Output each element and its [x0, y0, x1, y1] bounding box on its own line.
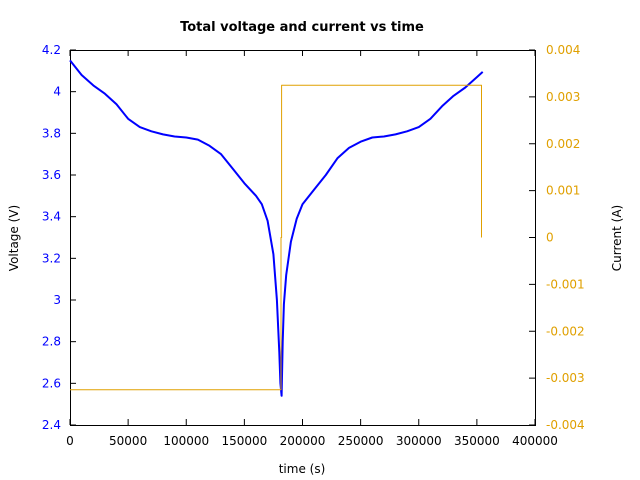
x-tick-label: 150000: [221, 434, 267, 448]
voltage-series-line: [69, 59, 484, 397]
x-tick-label: 0: [66, 434, 74, 448]
y-left-tick-label: 2.6: [42, 376, 61, 390]
x-tick-label: 300000: [396, 434, 442, 448]
x-tick-label: 350000: [454, 434, 500, 448]
y-right-tick-label: 0.003: [546, 90, 580, 104]
x-tick-label: 250000: [338, 434, 384, 448]
y-right-tick-label: -0.002: [546, 324, 585, 338]
y-right-tick-label: 0.001: [546, 184, 580, 198]
y-right-tick-label: -0.004: [546, 418, 585, 432]
y-left-tick-label: 4: [53, 85, 61, 99]
y-right-axis-label: Current (A): [610, 205, 624, 271]
y-right-tick-label: 0.002: [546, 137, 580, 151]
y-right-tick-label: -0.001: [546, 277, 585, 291]
x-tick-label: 200000: [280, 434, 326, 448]
x-axis-label: time (s): [279, 462, 326, 476]
y-right-axis-ticks: -0.004 -0.003 -0.002 -0.001 0 0.001 0.002 0.003…: [529, 43, 585, 432]
y-left-tick-label: 4.2: [42, 43, 61, 57]
y-right-tick-label: -0.003: [546, 371, 585, 385]
series-lines: [69, 59, 484, 397]
y-left-tick-label: 2.8: [42, 335, 61, 349]
y-left-tick-label: 3.4: [42, 210, 61, 224]
x-tick-label: 100000: [163, 434, 209, 448]
y-right-tick-label: 0.004: [546, 43, 580, 57]
y-left-tick-label: 3.6: [42, 168, 61, 182]
y-left-axis-ticks: 2.4 2.6 2.8 3 3.2 3.4 3.6 3.8 4 4.2: [42, 43, 76, 432]
y-left-tick-label: 2.4: [42, 418, 61, 432]
y-left-tick-label: 3.8: [42, 126, 61, 140]
y-right-tick-label: 0: [546, 231, 554, 245]
x-axis-ticks: 0 50000 100000 150000 200000 250000 300000 3500…: [66, 50, 558, 448]
plot-frame: [70, 50, 536, 426]
chart-title: Total voltage and current vs time: [180, 20, 424, 35]
current-series-line: [70, 84, 482, 391]
y-left-axis-label: Voltage (V): [7, 205, 21, 271]
y-left-tick-label: 3: [53, 293, 61, 307]
x-tick-label: 50000: [109, 434, 147, 448]
y-left-tick-label: 3.2: [42, 251, 61, 265]
x-tick-label: 400000: [512, 434, 558, 448]
